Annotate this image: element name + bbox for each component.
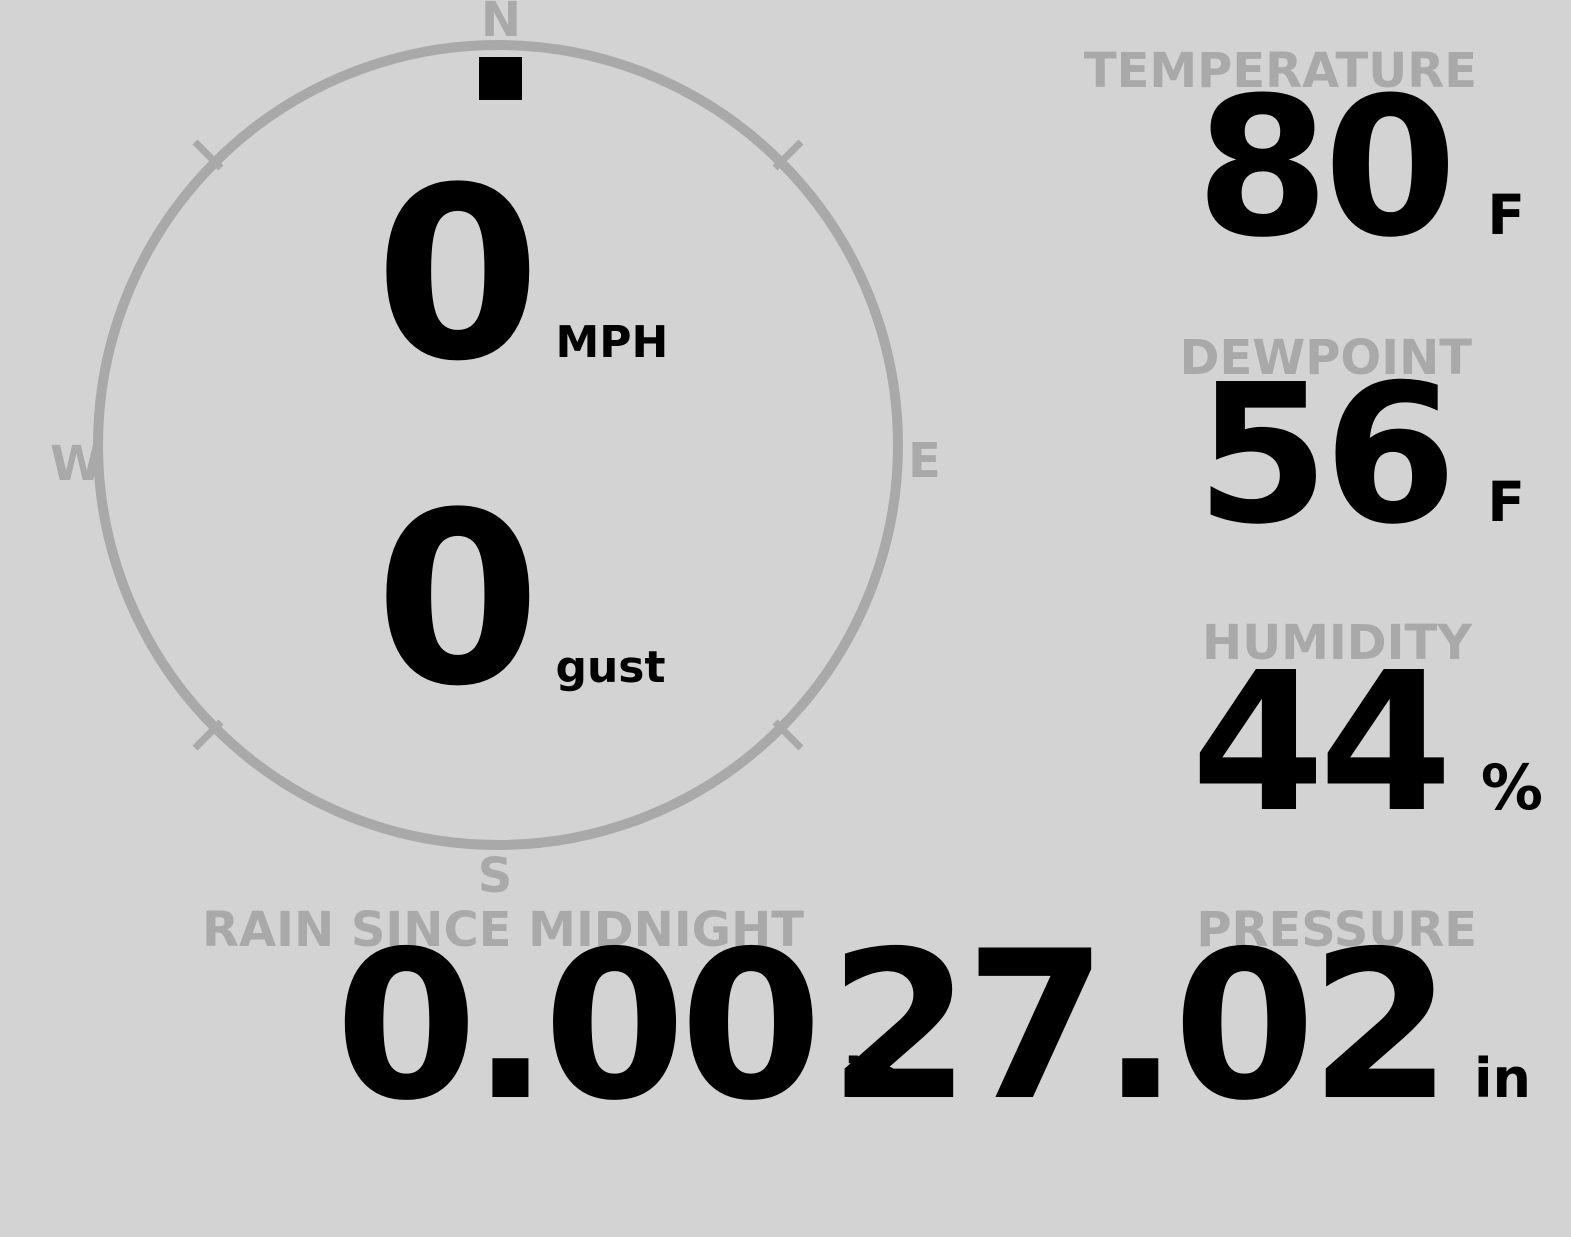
compass-label-west: W (50, 436, 103, 492)
dewpoint-label: DEWPOINT (1179, 330, 1472, 386)
compass-label-south: S (477, 848, 513, 904)
rain-label: RAIN SINCE MIDNIGHT (202, 902, 804, 958)
compass-tick-ne (772, 139, 804, 171)
wind-direction-marker (479, 57, 522, 100)
wind-speed-unit: MPH (555, 317, 669, 368)
humidity-label: HUMIDITY (1202, 615, 1472, 671)
compass-tick-sw (192, 719, 224, 751)
wind-gust-value: 0 (375, 462, 541, 739)
compass-tick-se (772, 719, 804, 751)
pressure-value: 27.02 (828, 908, 1452, 1146)
dewpoint-unit: F (1487, 470, 1525, 534)
wind-speed-readout: 0 MPH (375, 157, 668, 395)
dewpoint-readout: 56 F (1196, 360, 1525, 552)
compass-circle-graphic (93, 40, 903, 850)
pressure-unit: in (1474, 1047, 1531, 1110)
compass-label-north: N (480, 0, 522, 48)
compass-label-east: E (908, 433, 941, 489)
rain-value: 0.00 (335, 908, 822, 1146)
dewpoint-value: 56 (1195, 344, 1457, 567)
humidity-value: 44 (1191, 632, 1452, 855)
compass-circle (93, 40, 903, 850)
pressure-readout: 27.02 in (828, 925, 1531, 1130)
pressure-label: PRESSURE (1196, 902, 1477, 958)
temperature-value: 80 (1195, 57, 1457, 280)
humidity-unit: % (1480, 751, 1543, 824)
wind-speed-value: 0 (375, 137, 541, 414)
temperature-readout: 80 F (1196, 73, 1525, 265)
wind-compass-dial (88, 35, 908, 855)
temperature-label: TEMPERATURE (1083, 43, 1477, 99)
temperature-unit: F (1487, 183, 1525, 247)
rain-unit: in (844, 1047, 902, 1110)
wind-gust-readout: 0 gust (375, 482, 666, 720)
wind-gust-unit: gust (555, 642, 666, 693)
humidity-readout: 44 % (1191, 648, 1543, 840)
rain-readout: 0.00 in (335, 925, 901, 1130)
compass-tick-nw (192, 139, 224, 171)
